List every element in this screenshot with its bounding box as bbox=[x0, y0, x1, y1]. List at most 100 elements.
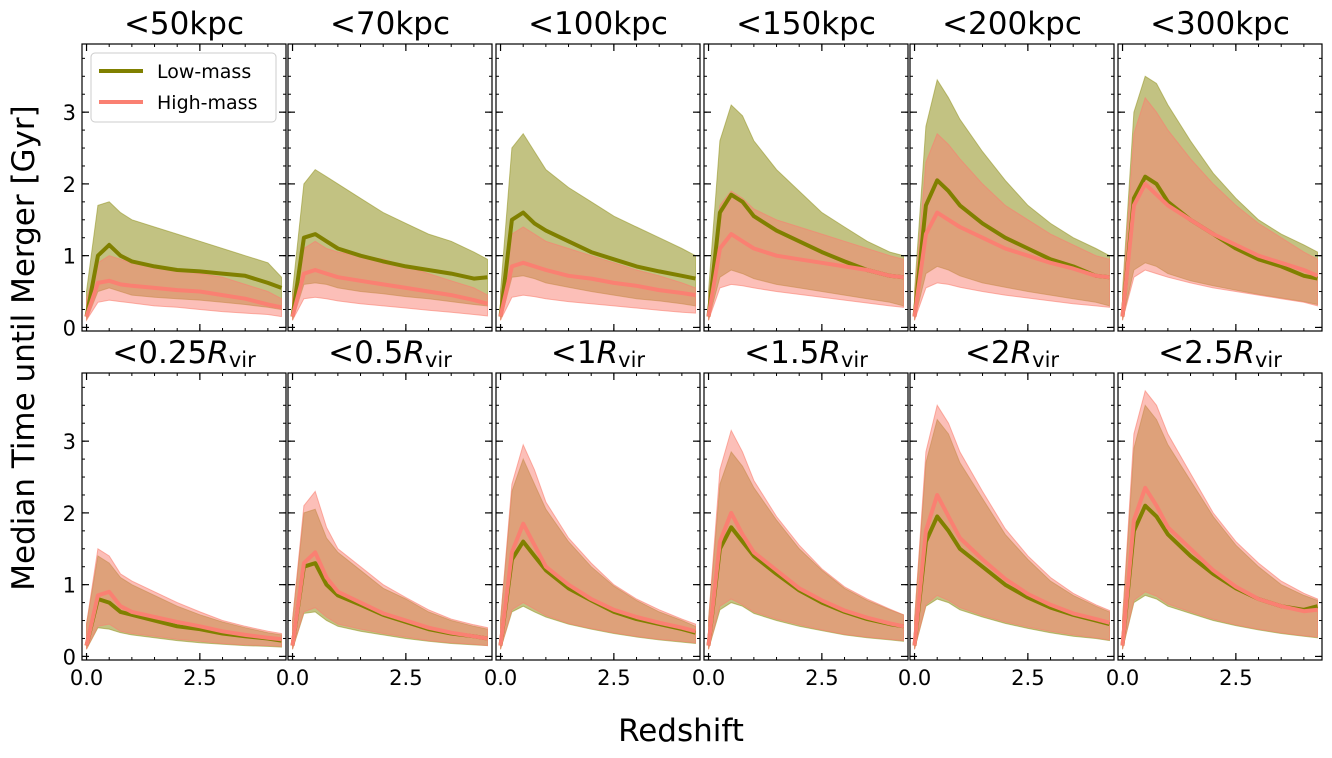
legend-label-high: High-mass bbox=[157, 92, 257, 114]
high-mass-median-line bbox=[290, 550, 488, 646]
y-tick-label: 3 bbox=[63, 430, 76, 454]
panel-1: 0 1 2 3 <50kpc bbox=[63, 6, 287, 340]
y-tick-label: 0 bbox=[63, 316, 76, 340]
panel-12: 0.0 2.5 <2.5Rvir bbox=[1106, 335, 1323, 690]
panel-frame bbox=[909, 372, 1115, 661]
panel-title: <1Rvir bbox=[551, 335, 646, 372]
panel-title: <50kpc bbox=[124, 6, 244, 42]
panel-title: <2.5Rvir bbox=[1158, 335, 1282, 372]
high-mass-band bbox=[292, 240, 488, 321]
panel-title-text: <200kpc bbox=[942, 6, 1082, 42]
high-mass-band bbox=[500, 226, 696, 321]
panel-title-text: <70kpc bbox=[330, 6, 450, 42]
panel-10: 0.0 2.5 <1.5Rvir bbox=[692, 335, 909, 690]
panel-2: <70kpc bbox=[287, 6, 493, 332]
high-mass-band bbox=[708, 190, 904, 321]
x-tick-label: 2.5 bbox=[597, 666, 630, 690]
x-tick-label: 0.0 bbox=[70, 666, 103, 690]
panel-title-text: <300kpc bbox=[1150, 6, 1290, 42]
panel-title-r-symbol: R bbox=[819, 335, 841, 371]
panel-title: <2Rvir bbox=[965, 335, 1060, 372]
panel-frame bbox=[1117, 372, 1323, 661]
panel-title-subscript: vir bbox=[425, 348, 452, 372]
x-tick-label: 0.0 bbox=[898, 666, 931, 690]
panel-title-text: <2 bbox=[965, 335, 1011, 371]
panel-frame bbox=[703, 372, 909, 661]
x-tick-label: 2.5 bbox=[1219, 666, 1252, 690]
high-mass-median-line bbox=[498, 260, 696, 318]
high-mass-band bbox=[914, 404, 1110, 650]
panel-frame bbox=[287, 372, 493, 661]
legend-label-low: Low-mass bbox=[157, 61, 251, 83]
panel-title: <0.5Rvir bbox=[328, 335, 452, 372]
high-mass-median-line bbox=[912, 493, 1111, 646]
y-tick-label: 1 bbox=[63, 574, 76, 598]
panel-frame bbox=[909, 43, 1115, 332]
panel-title-text: <0.5 bbox=[328, 335, 403, 371]
high-mass-band bbox=[1122, 389, 1318, 650]
panel-title-r-symbol: R bbox=[207, 335, 229, 371]
high-mass-band bbox=[86, 547, 282, 650]
x-tick-label: 2.5 bbox=[389, 666, 422, 690]
x-tick-label: 0.0 bbox=[1106, 666, 1139, 690]
legend: Low-mass High-mass bbox=[90, 52, 277, 123]
x-axis-label: Redshift bbox=[618, 713, 744, 749]
low-mass-median-line bbox=[290, 232, 488, 317]
high-mass-median-line bbox=[290, 268, 489, 318]
panel-title: <300kpc bbox=[1150, 6, 1290, 42]
y-axis-label: Median Time until Merger [Gyr] bbox=[6, 105, 42, 591]
panel-frame bbox=[81, 43, 287, 332]
panel-title-text: <2.5 bbox=[1158, 335, 1233, 371]
x-tick-label: 0.0 bbox=[484, 666, 517, 690]
high-mass-median-line bbox=[84, 278, 282, 318]
high-mass-median-line bbox=[706, 232, 904, 317]
high-mass-band bbox=[708, 429, 904, 650]
high-mass-median-line bbox=[1120, 485, 1318, 646]
y-tick-label: 2 bbox=[63, 502, 76, 526]
high-mass-band bbox=[292, 490, 488, 650]
panel-5: <200kpc bbox=[909, 6, 1115, 332]
high-mass-median-line bbox=[706, 510, 904, 646]
panel-title-r-symbol: R bbox=[1011, 335, 1033, 371]
panel-title-subscript: vir bbox=[618, 348, 645, 372]
panel-frame bbox=[703, 43, 909, 332]
panel-frame bbox=[1117, 43, 1323, 332]
high-mass-median-line bbox=[912, 210, 1110, 317]
panel-title: <100kpc bbox=[528, 6, 668, 42]
x-tick-label: 0.0 bbox=[692, 666, 725, 690]
panel-8: 0.0 2.5 <0.5Rvir bbox=[276, 335, 493, 690]
high-mass-band bbox=[1122, 96, 1318, 321]
panel-title-subscript: vir bbox=[229, 348, 256, 372]
panel-4: <150kpc bbox=[703, 6, 909, 332]
panel-title-text: <50kpc bbox=[124, 6, 244, 42]
panel-title: <200kpc bbox=[942, 6, 1082, 42]
panels-group: 0 1 2 3 <50kpc <70kpc <100kpc <150kpc <200kpc <30… bbox=[63, 6, 1323, 690]
y-tick-label: 1 bbox=[63, 245, 76, 269]
panel-title-text: <1.5 bbox=[744, 335, 819, 371]
panel-frame bbox=[81, 372, 287, 661]
panel-frame bbox=[495, 372, 701, 661]
panel-title: <70kpc bbox=[330, 6, 450, 42]
panel-title-r-symbol: R bbox=[403, 335, 425, 371]
panel-title-subscript: vir bbox=[1032, 348, 1059, 372]
panel-3: <100kpc bbox=[495, 6, 701, 332]
y-tick-label: 3 bbox=[63, 101, 76, 125]
panel-6: <300kpc bbox=[1117, 6, 1323, 332]
x-tick-label: 0.0 bbox=[276, 666, 309, 690]
high-mass-band bbox=[500, 443, 696, 650]
panel-9: 0.0 2.5 <1Rvir bbox=[484, 335, 701, 690]
low-mass-median-line bbox=[498, 210, 696, 317]
panel-title-subscript: vir bbox=[841, 348, 868, 372]
high-mass-median-line bbox=[1120, 181, 1319, 317]
panel-title-text: <150kpc bbox=[736, 6, 876, 42]
high-mass-median-line bbox=[84, 589, 282, 647]
x-tick-label: 2.5 bbox=[183, 666, 216, 690]
panel-11: 0.0 2.5 <2Rvir bbox=[898, 335, 1115, 690]
panel-title-r-symbol: R bbox=[597, 335, 619, 371]
panel-frame bbox=[495, 43, 701, 332]
panel-title-text: <0.25 bbox=[112, 335, 207, 371]
x-tick-label: 2.5 bbox=[805, 666, 838, 690]
panel-title-text: <1 bbox=[551, 335, 597, 371]
panel-frame bbox=[287, 43, 493, 332]
